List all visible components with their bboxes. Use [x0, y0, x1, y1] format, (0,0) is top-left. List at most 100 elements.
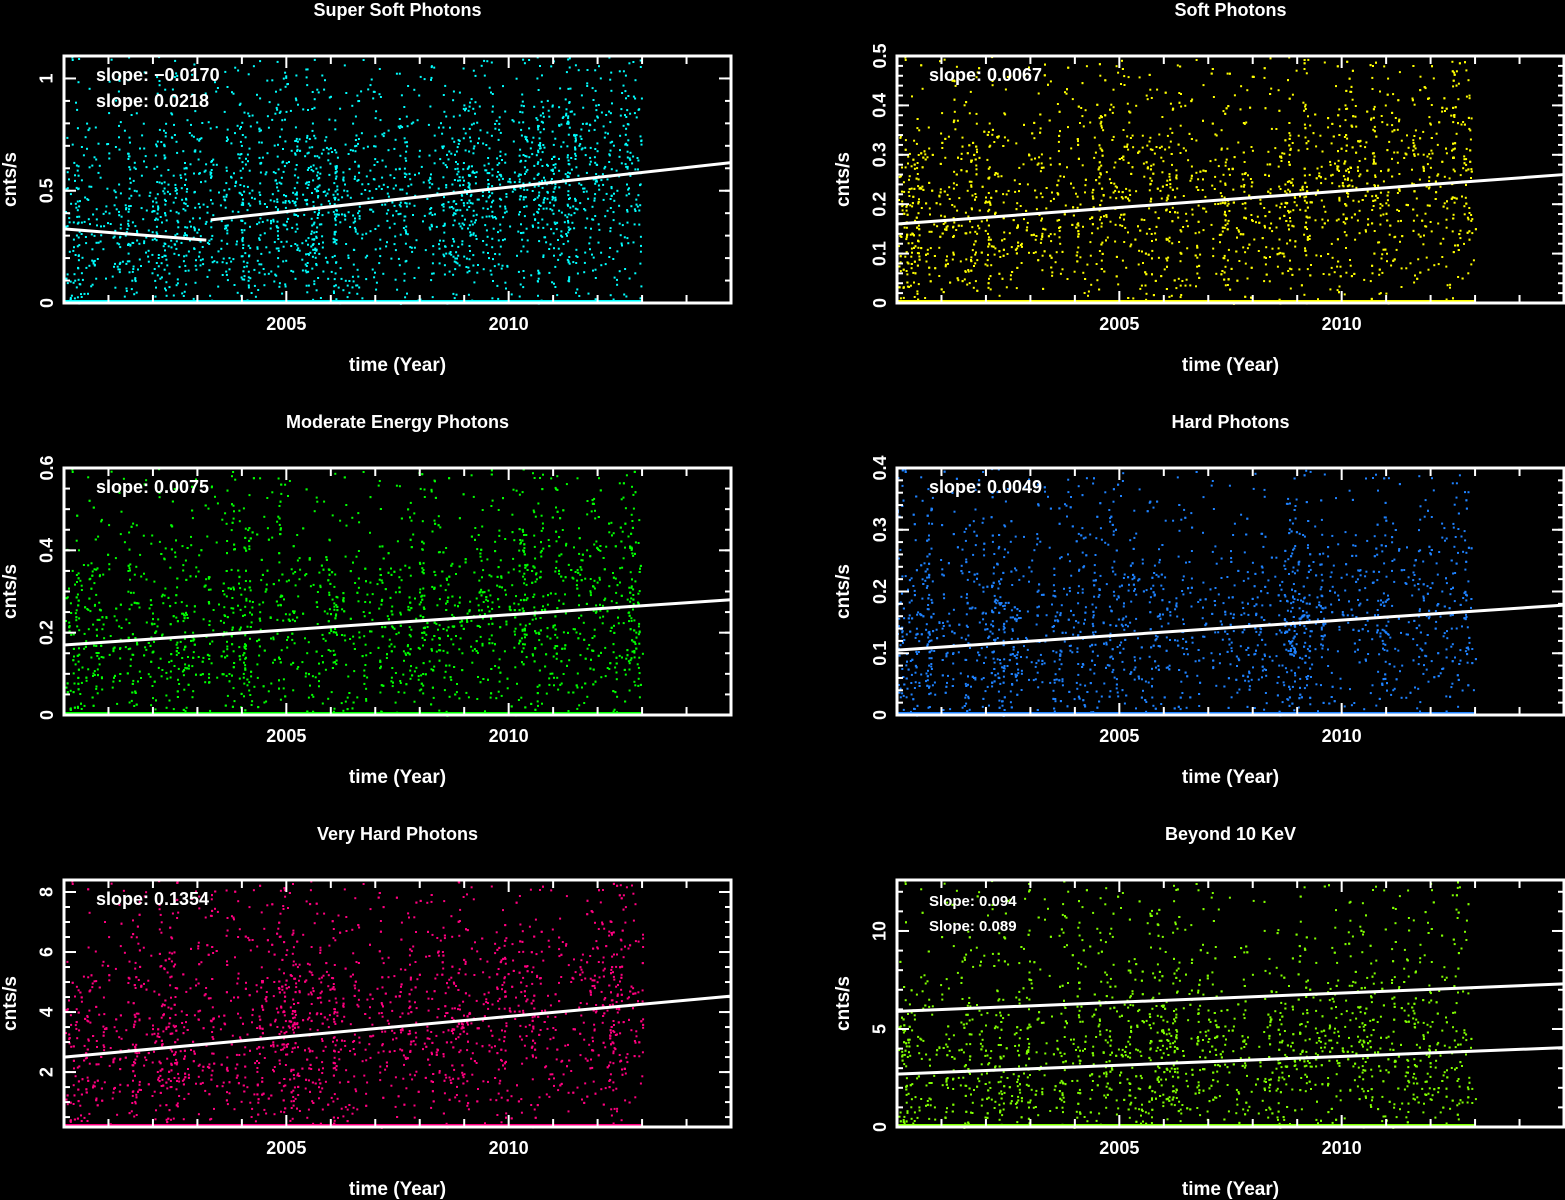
data-point: [554, 137, 557, 140]
data-point: [1038, 156, 1041, 159]
data-point: [309, 165, 312, 168]
data-point: [334, 149, 337, 152]
data-point: [905, 205, 908, 208]
data-point: [542, 256, 545, 258]
data-point: [1158, 133, 1161, 136]
data-point: [82, 154, 85, 157]
data-point: [574, 135, 577, 138]
data-point: [1277, 247, 1280, 250]
data-point: [1380, 257, 1383, 260]
data-point: [154, 197, 157, 200]
data-point: [1222, 110, 1225, 113]
data-point: [500, 198, 503, 201]
data-point: [558, 169, 561, 172]
data-point: [1093, 156, 1096, 159]
data-point: [118, 148, 121, 151]
data-point: [193, 172, 195, 175]
data-point: [1308, 216, 1311, 219]
data-point: [569, 206, 572, 209]
data-point: [1169, 178, 1172, 181]
data-point: [120, 215, 123, 218]
data-point: [518, 211, 521, 213]
data-point: [1212, 96, 1215, 98]
data-point: [405, 150, 408, 153]
data-point: [346, 190, 349, 193]
data-point: [1114, 240, 1117, 243]
data-point: [73, 161, 76, 164]
data-point: [194, 149, 197, 152]
data-point: [583, 208, 586, 210]
data-point: [1227, 105, 1230, 108]
data-point: [442, 253, 445, 256]
data-point: [552, 212, 555, 215]
data-point: [213, 260, 216, 263]
data-point: [273, 241, 276, 244]
data-point: [640, 244, 642, 247]
data-point: [905, 270, 908, 272]
data-point: [566, 258, 569, 261]
data-point: [626, 150, 629, 153]
data-point: [974, 158, 977, 161]
data-point: [1379, 223, 1382, 226]
data-point: [939, 235, 942, 238]
data-point: [608, 56, 611, 59]
data-point: [908, 188, 911, 191]
data-point: [1005, 286, 1008, 289]
data-point: [580, 138, 583, 140]
data-point: [1315, 254, 1318, 257]
data-point: [452, 273, 455, 276]
data-point: [1366, 190, 1369, 193]
data-point: [282, 260, 285, 263]
data-point: [471, 223, 474, 226]
data-point: [1045, 207, 1048, 210]
data-point: [1121, 197, 1124, 200]
data-point: [468, 270, 471, 273]
data-point: [916, 290, 919, 293]
data-point: [147, 255, 150, 258]
data-point: [1275, 128, 1278, 130]
data-point: [1341, 184, 1344, 187]
data-point: [151, 210, 154, 213]
data-point: [297, 103, 299, 106]
data-point: [242, 167, 244, 170]
data-point: [241, 219, 244, 222]
data-point: [318, 184, 321, 187]
data-point: [445, 115, 448, 118]
data-point: [1348, 171, 1350, 174]
data-point: [958, 197, 961, 200]
data-point: [352, 214, 355, 217]
data-point: [226, 242, 229, 245]
data-point: [1353, 272, 1356, 275]
data-point: [1239, 108, 1242, 111]
data-point: [429, 208, 432, 211]
data-point: [99, 176, 102, 179]
data-point: [173, 243, 176, 246]
data-point: [298, 138, 301, 141]
data-point: [1091, 195, 1094, 198]
data-point: [905, 251, 908, 254]
data-point: [576, 272, 579, 275]
data-point: [521, 100, 524, 103]
data-point: [483, 164, 486, 167]
data-point: [1017, 245, 1020, 248]
data-point: [1346, 60, 1349, 63]
data-point: [1199, 253, 1202, 256]
data-point: [97, 241, 100, 244]
data-point: [386, 219, 389, 222]
data-point: [1318, 175, 1321, 178]
data-point: [422, 181, 425, 184]
data-point: [474, 234, 477, 237]
data-point: [550, 228, 553, 231]
data-point: [592, 256, 595, 259]
data-point: [474, 176, 477, 178]
data-point: [1112, 106, 1115, 109]
data-point: [225, 227, 228, 229]
data-point: [77, 278, 80, 281]
data-point: [164, 88, 167, 91]
data-point: [567, 115, 570, 118]
data-point: [1259, 198, 1262, 201]
data-point: [276, 230, 279, 233]
data-point: [918, 258, 921, 261]
data-point: [334, 219, 337, 222]
data-point: [920, 187, 923, 190]
